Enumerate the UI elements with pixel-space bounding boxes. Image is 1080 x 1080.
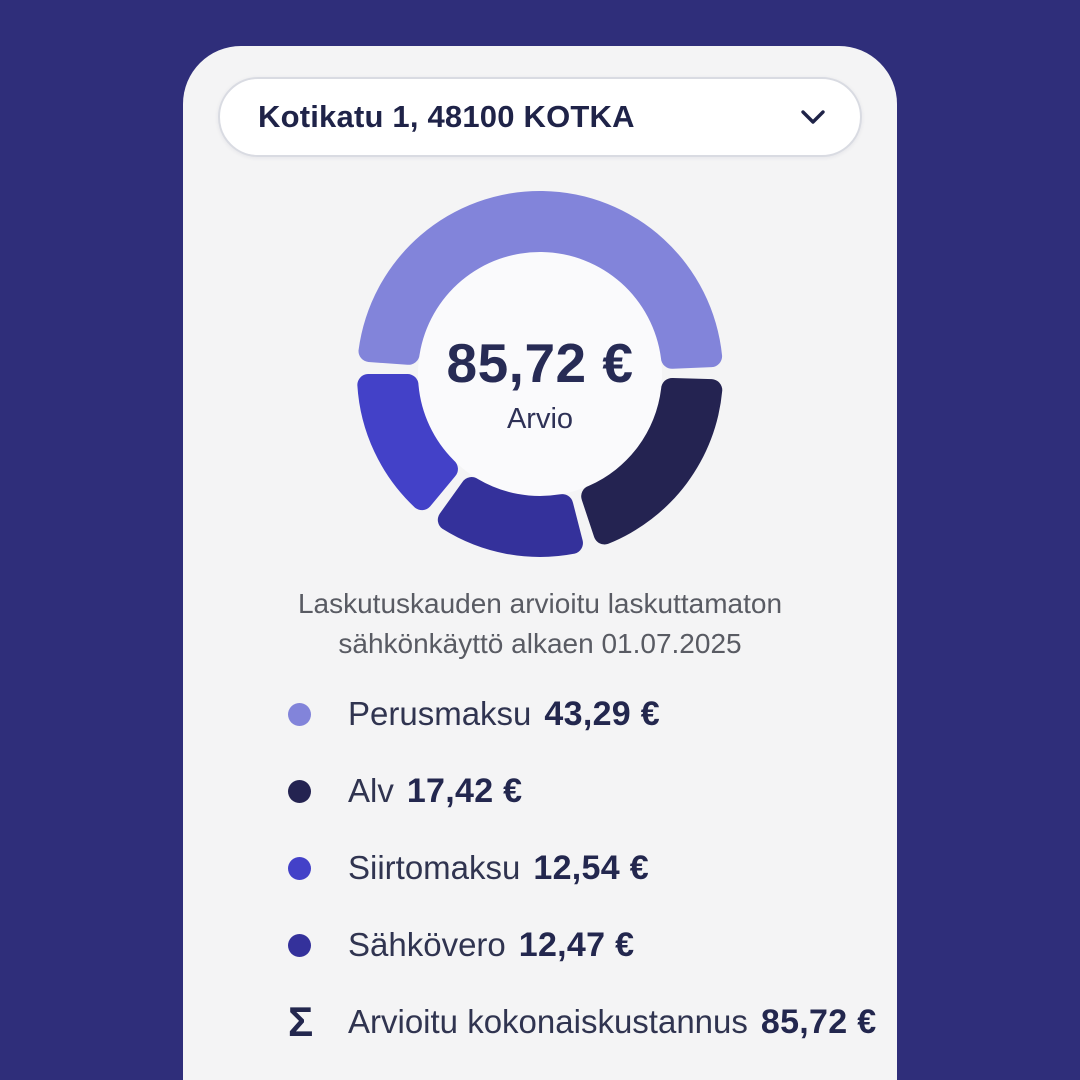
donut-segment-siirtomaksu (357, 373, 458, 511)
legend-dot-icon (288, 702, 311, 726)
legend-item-alv: Alv 17,42 € (288, 769, 828, 813)
total-row: Σ Arvioitu kokonaiskustannus 85,72 € (288, 1000, 876, 1044)
legend-dot-icon (288, 933, 311, 957)
cost-breakdown-legend: Perusmaksu 43,29 € Alv 17,42 € Siirtomak… (288, 692, 876, 1077)
description-line-1: Laskutuskauden arvioitu laskuttamaton (297, 588, 783, 619)
donut-segment-alv (581, 377, 723, 545)
legend-icon-box (288, 933, 324, 957)
address-selector[interactable]: Kotikatu 1, 48100 KOTKA (218, 77, 862, 157)
donut-segment-sähkövero (437, 477, 583, 557)
legend-item-siirtomaksu: Siirtomaksu 12,54 € (288, 846, 828, 890)
legend-label: Perusmaksu (348, 695, 532, 732)
address-text: Kotikatu 1, 48100 KOTKA (258, 99, 635, 134)
description-line-2: sähkönkäyttö alkaen 01.07.2025 (338, 628, 742, 659)
legend-label: Alv (348, 772, 394, 809)
legend-label: Sähkövero (348, 926, 506, 963)
legend-value: 43,29 € (544, 694, 660, 733)
legend-icon-box: Σ (288, 1001, 324, 1043)
legend-dot-icon (288, 779, 311, 803)
legend-value: 12,47 € (518, 925, 635, 964)
legend-label: Siirtomaksu (348, 849, 521, 886)
donut-chart (357, 190, 723, 557)
legend-icon-box (288, 702, 324, 726)
chevron-down-icon (801, 110, 825, 124)
legend-item-perusmaksu: Perusmaksu 43,29 € (288, 692, 828, 736)
legend-value: 12,54 € (533, 848, 649, 887)
total-value: 85,72 € (760, 1002, 877, 1041)
legend-item-sahkovero: Sähkövero 12,47 € (288, 923, 828, 967)
legend-icon-box (288, 779, 324, 803)
billing-period-description: Laskutuskauden arvioitu laskuttamaton sä… (183, 584, 897, 664)
legend-value: 17,42 € (406, 771, 523, 810)
legend-icon-box (288, 856, 324, 880)
donut-segment-perusmaksu (358, 190, 723, 369)
sigma-icon: Σ (288, 998, 314, 1045)
legend-dot-icon (288, 856, 311, 880)
total-label: Arvioitu kokonaiskustannus (348, 1003, 748, 1040)
